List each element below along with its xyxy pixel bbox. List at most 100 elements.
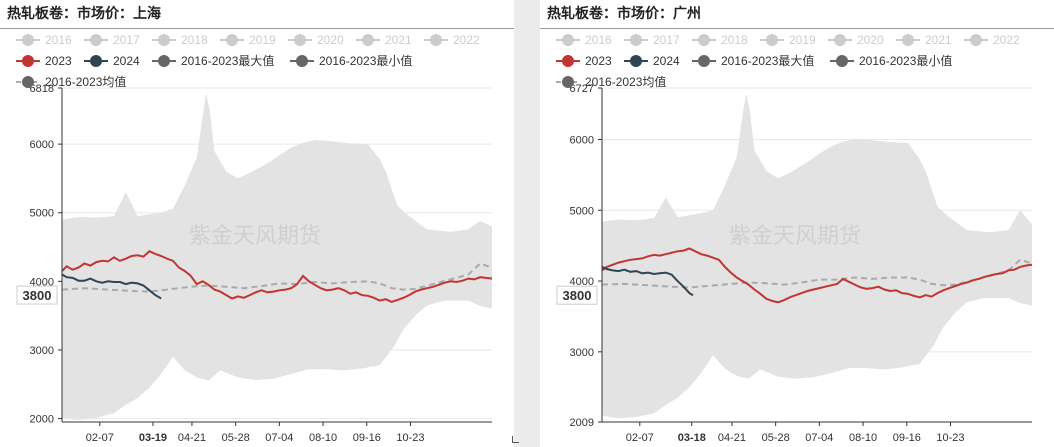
legend-item-2020: 2020 [828,33,884,47]
series-2024-line [601,265,694,297]
legend-marker-icon [562,76,574,88]
min-max-band [602,93,1032,419]
legend-marker-icon [766,34,778,46]
legend-marker-icon [562,55,574,67]
legend-item-mean: 2016-2023均值 [556,74,666,89]
legend-label: 2020 [857,33,884,47]
legend-item-2021: 2021 [896,33,952,47]
legend-label: 2023 [45,54,72,68]
legend-label: 2016-2023最小值 [859,53,952,68]
legend-label: 2017 [113,33,140,47]
series-2023-line [61,250,493,303]
x-tick-label: 04-21 [718,432,746,444]
watermark-label: 紫金天风期货 [189,224,321,249]
legend-label: 2016-2023最大值 [181,53,274,68]
legend-item-2021: 2021 [356,33,412,47]
y-pointer-badge [16,285,58,305]
legend-label: 2016-2023最小值 [319,53,412,68]
legend-item-2017: 2017 [84,33,140,47]
legend-label: 2023 [585,54,612,68]
legend-marker-icon [698,55,710,67]
title-divider [540,28,1054,29]
legend-item-min: 2016-2023最小值 [290,53,412,68]
legend-item-2023: 2023 [556,54,612,68]
chart-panel-guangzhou: 热轧板卷：市场价：广州 紫金天风期货 2009 3000 4000 5000 6000 67… [540,0,1054,447]
x-tick-label: 07-04 [805,432,833,444]
legend-item-2024: 2024 [84,54,140,68]
x-tick-label: 02-07 [86,432,114,444]
series-2024-line [61,273,162,300]
y-tick-label: 5000 [30,208,54,220]
x-tick-label: 10-23 [936,432,964,444]
chart-canvas: 紫金天风期货 2009 3000 4000 5000 6000 6727 02-07 03-18… [556,33,1033,444]
legend-item-2020: 2020 [288,33,344,47]
y-tick-label: 4000 [30,276,54,288]
legend-label: 2018 [721,33,748,47]
legend-marker-icon [22,76,34,88]
legend-item-2018: 2018 [692,33,748,47]
y-tick-label: 2000 [30,414,54,426]
y-tick-label: 5000 [570,205,594,217]
series-mean-line [61,262,493,293]
legend-marker-icon [430,34,442,46]
x-pointer-label: 03-19 [139,432,167,444]
legend-item-2024: 2024 [624,54,680,68]
resize-corner-icon [512,436,519,443]
y-tick-label: 6727 [570,83,594,95]
legend-item-2019: 2019 [760,33,816,47]
legend-item-2023: 2023 [16,54,72,68]
legend-label: 2024 [113,54,140,68]
legend-marker-icon [630,34,642,46]
legend-label: 2016-2023最大值 [721,53,814,68]
legend-item-2017: 2017 [624,33,680,47]
x-tick-label: 04-21 [178,432,206,444]
watermark-label: 紫金天风期货 [729,224,861,249]
x-tick-label: 08-10 [849,432,877,444]
y-pointer-label: 3800 [563,288,592,303]
y-pointer-label: 3800 [23,288,52,303]
y-tick-label: 6000 [570,134,594,146]
legend-marker-icon [562,34,574,46]
legend-item-max: 2016-2023最大值 [692,53,814,68]
legend-item-2022: 2022 [424,33,480,47]
x-tick-label: 05-28 [762,432,790,444]
legend-label: 2016 [45,33,72,47]
legend-label: 2020 [317,33,344,47]
legend-marker-icon [22,55,34,67]
legend-label: 2021 [925,33,952,47]
y-tick-label: 2009 [570,417,594,429]
legend-label: 2017 [653,33,680,47]
legend-item-2019: 2019 [220,33,276,47]
chart-panel-shanghai: 热轧板卷：市场价：上海 紫金天风期货 2000 3000 4000 5000 6000 68… [0,0,514,447]
legend-marker-icon [90,34,102,46]
chart-title: 热轧板卷：市场价：广州 [547,6,701,22]
chart-title: 热轧板卷：市场价：上海 [7,6,161,22]
x-tick-label: 08-10 [309,432,337,444]
legend-marker-icon [296,55,308,67]
legend-marker-icon [834,34,846,46]
legend-marker-icon [630,55,642,67]
legend-marker-icon [226,34,238,46]
legend-marker-icon [158,55,170,67]
legend-item-2016: 2016 [556,33,612,47]
chart-canvas: 紫金天风期货 2000 3000 4000 5000 6000 6818 02-07 03-19… [16,33,493,444]
legend-marker-icon [294,34,306,46]
title-divider [0,28,514,29]
legend-label: 2024 [653,54,680,68]
min-max-band [62,92,492,420]
legend-label: 2022 [453,33,480,47]
x-tick-label: 09-16 [893,432,921,444]
legend-item-mean: 2016-2023均值 [16,74,126,89]
x-tick-label: 02-07 [626,432,654,444]
y-tick-label: 6000 [30,139,54,151]
legend-marker-icon [698,34,710,46]
legend-marker-icon [22,34,34,46]
legend-item-2016: 2016 [16,33,72,47]
legend-label: 2019 [249,33,276,47]
legend-item-2022: 2022 [964,33,1020,47]
legend-label: 2018 [181,33,208,47]
legend-marker-icon [90,55,102,67]
legend-item-2018: 2018 [152,33,208,47]
legend-label: 2021 [385,33,412,47]
y-tick-label: 6818 [30,83,54,95]
